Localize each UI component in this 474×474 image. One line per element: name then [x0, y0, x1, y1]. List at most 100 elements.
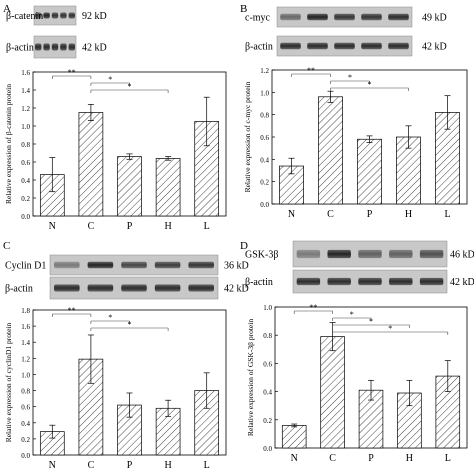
blot-band [280, 42, 301, 50]
blot-kd-label: 42 kD [422, 42, 447, 53]
x-tick-label: H [405, 209, 412, 220]
y-tick-label: 0.4 [260, 156, 269, 164]
blot-kd-label: 42 kD [224, 284, 249, 295]
y-tick-label: 0.0 [21, 213, 30, 221]
blot-band [361, 13, 382, 21]
x-tick-label: C [88, 460, 95, 471]
significance-bracket: * [332, 317, 410, 328]
y-tick-label: 1.0 [263, 304, 272, 312]
blot-band [60, 12, 67, 19]
panel-letter: D [240, 240, 248, 252]
blot-kd-label: 92 kD [82, 11, 107, 22]
blot-band [358, 249, 382, 259]
significance-label: * [388, 324, 392, 333]
y-tick-label: 0.2 [263, 417, 272, 425]
y-tick-label: 0.4 [263, 389, 272, 397]
x-tick-label: P [127, 221, 133, 232]
significance-bracket: * [332, 324, 449, 335]
x-tick-label: L [445, 453, 451, 464]
y-tick-label: 0.0 [263, 445, 272, 453]
blot-row-0: β-catenin 92 kD [6, 5, 107, 26]
blot-kd-label: 42 kD [450, 277, 474, 288]
y-tick-label: 0.8 [21, 141, 30, 149]
y-tick-label: 1.6 [21, 69, 30, 77]
significance-label: * [368, 80, 372, 89]
bar-C [320, 336, 345, 449]
blot-band [388, 13, 409, 21]
blot-kd-label: 49 kD [422, 13, 447, 24]
blot-protein-label: Cyclin D1 [5, 261, 46, 272]
blot-band [68, 12, 75, 19]
blot-band [327, 249, 351, 259]
blot-protein-label: GSK-3β [245, 250, 278, 261]
blot-band [296, 249, 321, 259]
y-tick-label: 0.0 [21, 452, 30, 460]
blot-protein-label: β-actin [245, 277, 273, 288]
blot-row-0: GSK-3β 46 kD [245, 240, 474, 268]
panel-letter: C [3, 240, 10, 252]
blot-band [334, 42, 355, 50]
blot-protein-label: β-actin [5, 284, 33, 295]
blot-protein-label: β-actin [6, 43, 34, 54]
x-tick-label: N [49, 221, 56, 232]
blot-band [43, 12, 50, 19]
x-tick-label: L [204, 221, 210, 232]
significance-label: ** [307, 66, 315, 75]
y-tick-label: 0.8 [260, 112, 269, 120]
x-tick-label: C [88, 221, 95, 232]
blot-band [334, 13, 355, 21]
blot-band [358, 277, 382, 286]
blot-band [121, 284, 147, 292]
y-tick-label: 0.4 [21, 420, 30, 428]
blot-band [35, 12, 42, 19]
blot-band [419, 277, 444, 286]
significance-bracket: ** [291, 66, 331, 77]
blot-band [54, 284, 80, 292]
significance-bracket: * [330, 73, 370, 84]
y-tick-label: 1.4 [21, 339, 30, 347]
panel-letter: B [240, 3, 247, 15]
significance-label: ** [68, 306, 76, 315]
bar-chart: 0.0 0.2 0.4 0.6 0.8 1.0 1.2 1.4 1.6 1.8 Relative e… [4, 306, 227, 471]
y-tick-label: 0.6 [21, 404, 30, 412]
blot-band [307, 42, 328, 50]
blot-row-1: β-actin 42 kD [245, 35, 447, 57]
y-tick-label: 0.2 [260, 179, 269, 187]
x-tick-label: N [49, 460, 56, 471]
blot-protein-label: β-catenin [6, 11, 43, 22]
blot-row-1: β-actin 42 kD [6, 35, 107, 59]
bar-C [78, 112, 104, 217]
blot-band [51, 43, 59, 51]
blot-band [60, 43, 67, 51]
y-tick-label: 1.2 [21, 105, 30, 113]
x-tick-label: P [368, 453, 374, 464]
blot-band [388, 42, 409, 50]
y-tick-label: 1.0 [21, 371, 30, 379]
significance-label: * [128, 320, 132, 329]
blot-band [327, 277, 351, 286]
x-tick-label: H [406, 453, 413, 464]
blot-band [389, 277, 413, 286]
significance-bracket: * [330, 80, 409, 91]
bar-P [357, 138, 382, 205]
blot-row-1: β-actin 42 kD [5, 276, 249, 300]
blot-kd-label: 36 kD [224, 261, 249, 272]
blot-band [154, 284, 181, 292]
x-tick-label: N [288, 209, 295, 220]
bar-C [318, 96, 343, 205]
blot-band [87, 284, 114, 292]
y-tick-label: 0.2 [21, 195, 30, 203]
significance-label: ** [309, 303, 317, 312]
blot-band [43, 43, 50, 51]
significance-label: * [350, 310, 354, 319]
blot-row-0: c-myc 49 kD [245, 6, 447, 28]
panel-b: Bc-myc 49 kD β-actin 42 kD 0.0 0.2 0.4 0.6 0.8 1.… [240, 3, 468, 220]
x-tick-label: C [327, 209, 334, 220]
significance-bracket: ** [51, 68, 92, 79]
x-tick-label: P [367, 209, 373, 220]
bar-chart: 0.0 0.2 0.4 0.6 0.8 1.0 1.2 1.4 1.6 Relative expr… [4, 68, 227, 232]
blot-band [361, 42, 382, 50]
significance-bracket: * [90, 320, 169, 331]
blot-band [51, 12, 59, 19]
